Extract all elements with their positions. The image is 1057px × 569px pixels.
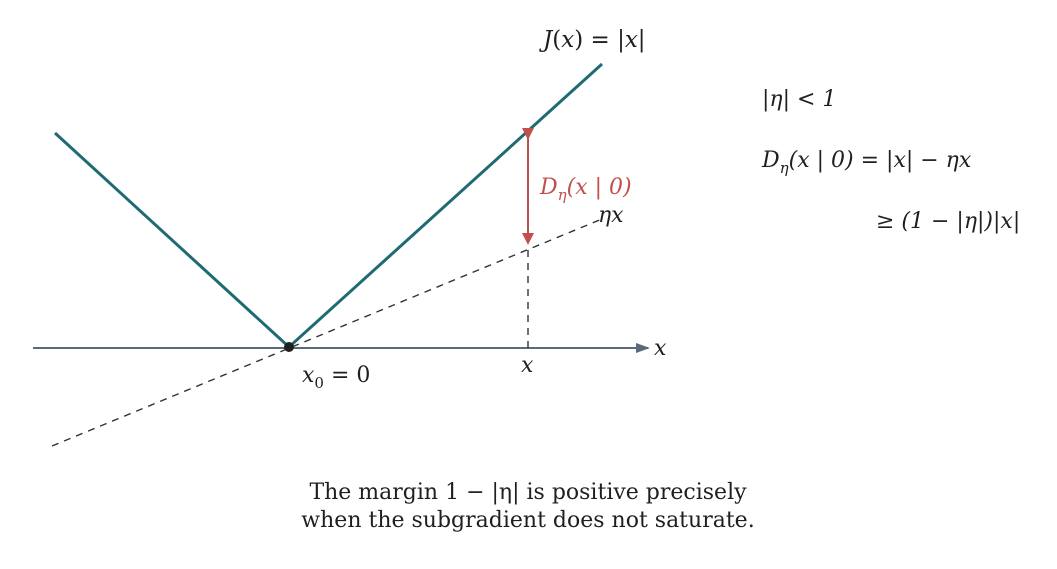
origin-point	[284, 342, 294, 352]
curve-label: J(x) = |x|	[539, 27, 646, 53]
x0-base: x	[302, 363, 315, 388]
side-sub: η	[780, 159, 789, 177]
caption-line-2: when the subgradient does not saturate.	[301, 508, 754, 533]
side-D: D	[761, 148, 780, 173]
tangent-label: ηx	[598, 203, 624, 228]
x0-sub: 0	[314, 374, 324, 392]
x0-rhs: = 0	[324, 363, 370, 388]
gap-label-D: D	[539, 175, 558, 200]
tangent-line-eta-x	[51, 218, 603, 447]
bregman-line-2: ≥ (1 − |η|)|x|	[876, 209, 1020, 234]
x-point-label: x	[521, 353, 534, 378]
x-axis-label: x	[654, 336, 667, 361]
curve-fn: J	[539, 27, 554, 53]
gap-label: Dη(x | 0)	[539, 175, 632, 204]
bregman-line-1: Dη(x | 0) = |x| − ηx	[761, 148, 972, 177]
caption-line-1: The margin 1 − |η| is positive precisely	[309, 480, 747, 505]
abs-value-curve	[53, 62, 604, 350]
curve-rhs: = |x|	[591, 27, 646, 53]
curve-arg: x	[561, 27, 574, 53]
origin-label: x0 = 0	[302, 363, 370, 392]
side-rest: (x | 0) = |x| − ηx	[789, 148, 972, 173]
condition-eta: |η| < 1	[762, 87, 836, 112]
gap-label-arg: (x | 0)	[567, 175, 632, 200]
gap-label-sub: η	[558, 186, 567, 204]
